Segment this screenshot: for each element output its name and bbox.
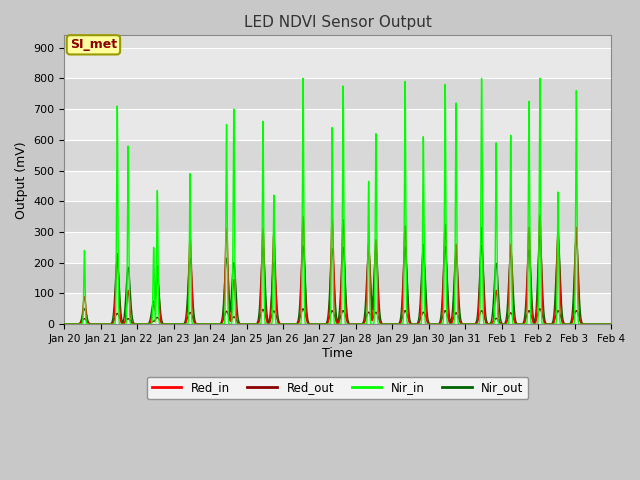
Bar — [65, 293, 611, 324]
Bar — [65, 263, 611, 293]
Text: SI_met: SI_met — [70, 38, 117, 51]
Bar — [65, 48, 611, 78]
Bar — [65, 78, 611, 109]
X-axis label: Time: Time — [323, 347, 353, 360]
Y-axis label: Output (mV): Output (mV) — [15, 141, 28, 218]
Bar — [65, 109, 611, 140]
Bar — [65, 140, 611, 170]
Bar — [65, 232, 611, 263]
Bar — [65, 201, 611, 232]
Legend: Red_in, Red_out, Nir_in, Nir_out: Red_in, Red_out, Nir_in, Nir_out — [147, 377, 529, 399]
Bar — [65, 170, 611, 201]
Title: LED NDVI Sensor Output: LED NDVI Sensor Output — [244, 15, 431, 30]
